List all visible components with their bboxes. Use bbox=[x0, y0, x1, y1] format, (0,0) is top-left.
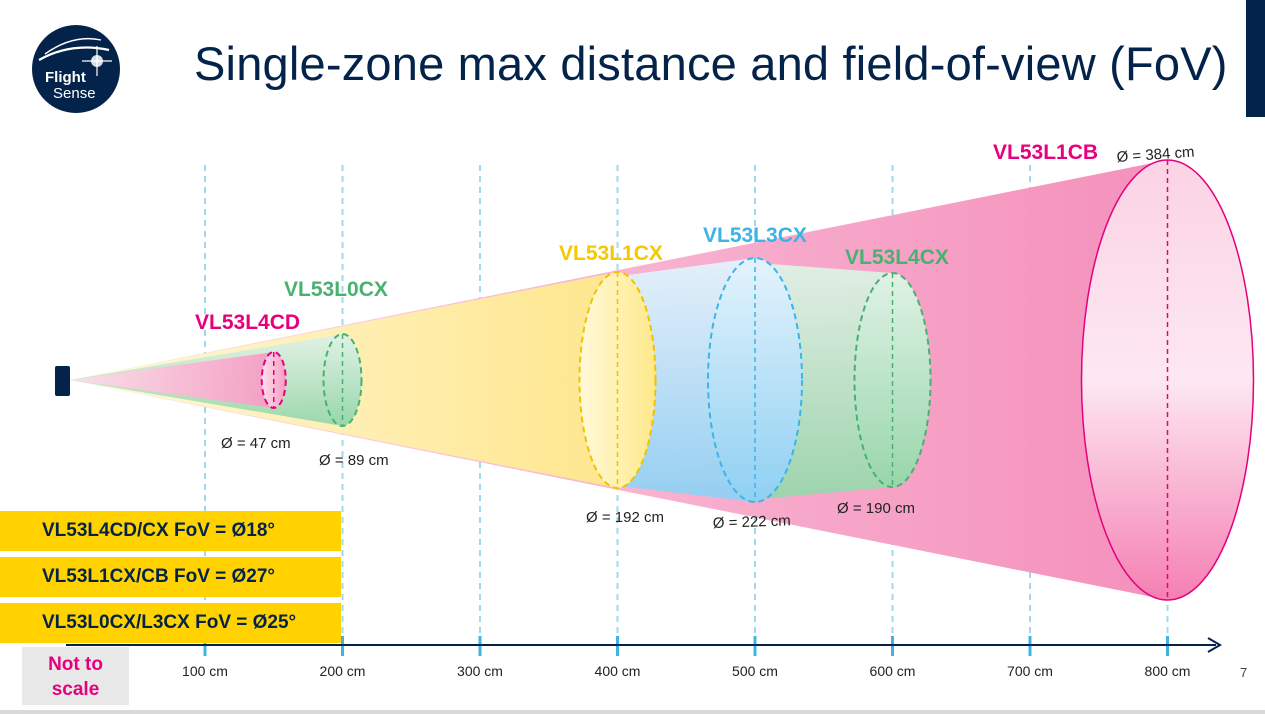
sensor-label-vl53l1cb: VL53L1CB bbox=[993, 141, 1098, 164]
corner-accent-bar bbox=[1246, 0, 1265, 117]
sensor-label-vl53l1cx: VL53L1CX bbox=[559, 242, 663, 265]
logo-line2: Sense bbox=[53, 85, 96, 102]
not-to-scale-note: Not to scale bbox=[22, 647, 129, 705]
sensor-label-vl53l4cx: VL53L4CX bbox=[845, 246, 949, 269]
fov-cone-vl53l4cd bbox=[70, 352, 274, 408]
footer-divider bbox=[0, 710, 1265, 714]
diameter-label-vl53l4cx: Ø = 190 cm bbox=[837, 500, 915, 517]
fov-box-l0cx: VL53L0CX/L3CX FoV = Ø25° bbox=[0, 603, 341, 643]
page-title: Single-zone max distance and field-of-vi… bbox=[194, 37, 1228, 90]
fov-box-l4cd: VL53L4CD/CX FoV = Ø18° bbox=[0, 511, 341, 551]
sensor-label-vl53l0cx: VL53L0CX bbox=[284, 278, 388, 301]
axis-tick-label: 500 cm bbox=[732, 663, 778, 679]
note-line1: Not to bbox=[48, 654, 103, 675]
note-line2: scale bbox=[51, 679, 100, 700]
axis-tick-label: 600 cm bbox=[870, 663, 916, 679]
fov-box-l1cx: VL53L1CX/CB FoV = Ø27° bbox=[0, 557, 341, 597]
logo-line1: Flight bbox=[45, 69, 86, 86]
axis-tick-label: 100 cm bbox=[182, 663, 228, 679]
axis-tick-label: 700 cm bbox=[1007, 663, 1053, 679]
axis-tick-label: 300 cm bbox=[457, 663, 503, 679]
diameter-label-vl53l4cd: Ø = 47 cm bbox=[221, 435, 291, 452]
sensor-label-vl53l3cx: VL53L3CX bbox=[703, 224, 807, 247]
axis-tick-label: 200 cm bbox=[320, 663, 366, 679]
sensor-device-icon bbox=[55, 366, 70, 396]
diameter-label-vl53l3cx: Ø = 222 cm bbox=[713, 512, 791, 532]
x-axis-arrow-icon bbox=[1207, 637, 1222, 653]
diameter-label-vl53l1cb: Ø = 384 cm bbox=[1116, 144, 1195, 166]
diameter-label-vl53l1cx: Ø = 192 cm bbox=[586, 509, 664, 526]
axis-tick-label: 400 cm bbox=[595, 663, 641, 679]
flightsense-logo-icon: Flight Sense bbox=[32, 25, 120, 113]
diameter-label-vl53l0cx: Ø = 89 cm bbox=[319, 452, 389, 469]
page-number: 7 bbox=[1240, 665, 1248, 680]
sensor-label-vl53l4cd: VL53L4CD bbox=[195, 311, 300, 334]
axis-tick-label: 800 cm bbox=[1145, 663, 1191, 679]
